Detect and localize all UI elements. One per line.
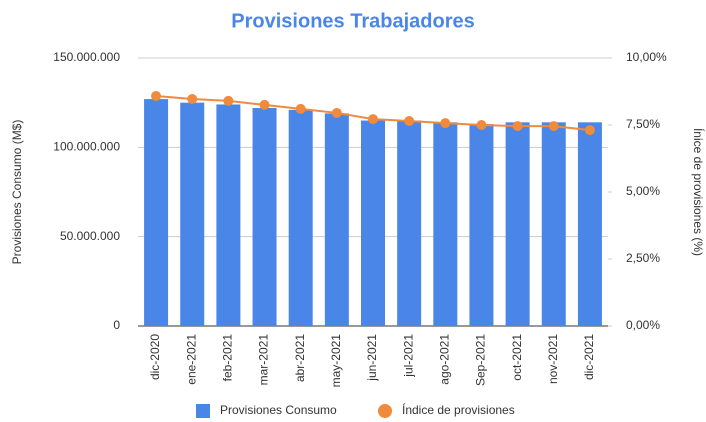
point <box>187 94 198 105</box>
point <box>440 118 451 129</box>
y-axis-title: Provisiones Consumo (M$) <box>10 120 24 265</box>
bar <box>288 109 313 327</box>
y-tick-label: 100.000.000 <box>53 140 120 154</box>
legend-swatch <box>378 404 392 418</box>
x-tick-label: abr-2021 <box>293 334 307 382</box>
bar <box>577 122 602 326</box>
bar <box>216 104 241 326</box>
y2-tick-label: 10,00% <box>626 50 667 64</box>
bar <box>469 124 494 327</box>
legend-label: Provisiones Consumo <box>220 403 337 417</box>
x-tick-label: jul-2021 <box>401 334 415 378</box>
point <box>368 114 378 125</box>
x-tick-label: mar-2021 <box>257 334 271 386</box>
x-tick-label: Sep-2021 <box>474 334 488 386</box>
y-tick-label: 50.000.000 <box>60 229 120 243</box>
y-tick-label: 0 <box>113 318 120 332</box>
x-tick-label: oct-2021 <box>510 334 524 381</box>
bar <box>361 120 385 327</box>
point <box>476 120 487 130</box>
x-tick-label: ago-2021 <box>437 334 451 385</box>
y-tick-label: 150.000.000 <box>53 50 120 64</box>
point <box>584 125 595 136</box>
chart-title: Provisiones Trabajadores <box>231 10 474 32</box>
point <box>404 115 415 126</box>
bar <box>433 122 458 326</box>
legend-label: Índice de provisiones <box>402 402 515 417</box>
point <box>331 107 342 118</box>
point <box>259 99 270 110</box>
x-tick-label: may-2021 <box>329 334 343 388</box>
y2-tick-label: 5,00% <box>626 184 660 198</box>
bar <box>252 108 277 326</box>
x-tick-label: dic-2021 <box>582 334 596 380</box>
x-tick-label: dic-2020 <box>148 334 162 380</box>
x-tick-label: nov-2021 <box>546 334 560 384</box>
legend-swatch <box>196 404 210 418</box>
y2-tick-label: 7,50% <box>626 117 660 131</box>
bar <box>144 99 169 327</box>
y2-axis-title: Ínice de provisiones (%) <box>691 128 706 256</box>
point <box>512 121 523 132</box>
x-tick-label: jun-2021 <box>365 334 379 382</box>
bar <box>505 122 530 326</box>
bar <box>541 122 566 326</box>
x-tick-label: ene-2021 <box>184 334 198 385</box>
point <box>223 95 234 106</box>
bar <box>180 102 205 327</box>
point <box>548 121 559 132</box>
point <box>295 103 306 114</box>
y2-tick-label: 2,50% <box>626 251 660 265</box>
point <box>151 91 162 102</box>
x-tick-label: feb-2021 <box>221 334 235 382</box>
bar <box>324 113 349 327</box>
y2-tick-label: 0,00% <box>626 318 660 332</box>
bar <box>397 120 422 327</box>
